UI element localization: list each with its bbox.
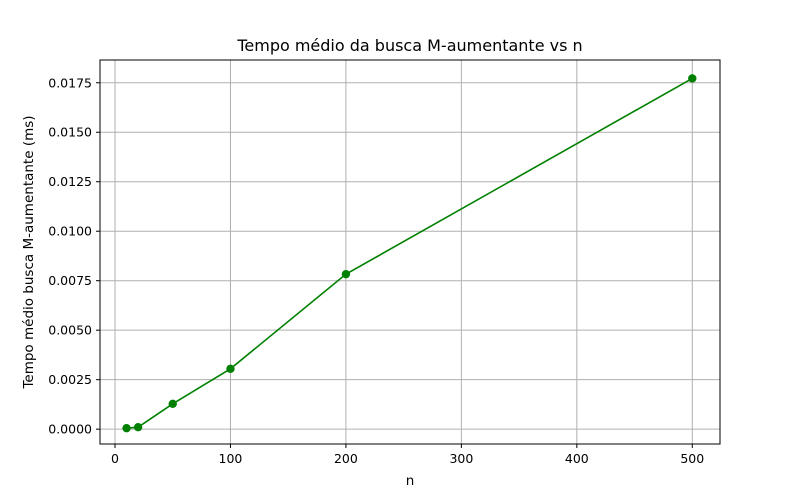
x-axis-ticks: 0 100 200 300 400 500 (111, 444, 704, 466)
y-tick-label: 0.0000 (48, 422, 92, 437)
y-axis-ticks: 0.0000 0.0025 0.0050 0.0075 0.0100 0.0125 0.01… (48, 75, 100, 437)
series-line (126, 77, 693, 429)
data-point (122, 423, 131, 433)
x-tick-label: 0 (111, 451, 119, 466)
y-tick-label: 0.0125 (48, 174, 92, 189)
y-tick-label: 0.0075 (48, 273, 92, 288)
y-tick-label: 0.0175 (48, 75, 92, 90)
data-point (226, 364, 235, 373)
grid (100, 60, 720, 444)
data-point (341, 269, 351, 279)
x-tick-label: 400 (565, 451, 589, 466)
y-tick-label: 0.0150 (48, 125, 92, 140)
data-point (133, 422, 143, 432)
y-axis-label: Tempo médio busca M-aumentante (ms) (21, 115, 37, 389)
x-tick-label: 500 (680, 451, 704, 466)
data-point (688, 74, 697, 83)
plot-frame (99, 59, 721, 445)
series-points (122, 74, 697, 433)
series-line-group (126, 77, 693, 429)
chart-title: Tempo médio da busca M-aumentante vs n (236, 36, 582, 55)
y-tick-label: 0.0025 (48, 372, 92, 387)
y-tick-label: 0.0050 (48, 323, 92, 338)
y-tick-label: 0.0100 (48, 224, 92, 239)
data-point (168, 399, 177, 409)
x-axis-label: n (406, 473, 415, 489)
x-tick-label: 100 (219, 451, 243, 466)
x-tick-label: 300 (449, 451, 473, 466)
x-tick-label: 200 (334, 451, 358, 466)
